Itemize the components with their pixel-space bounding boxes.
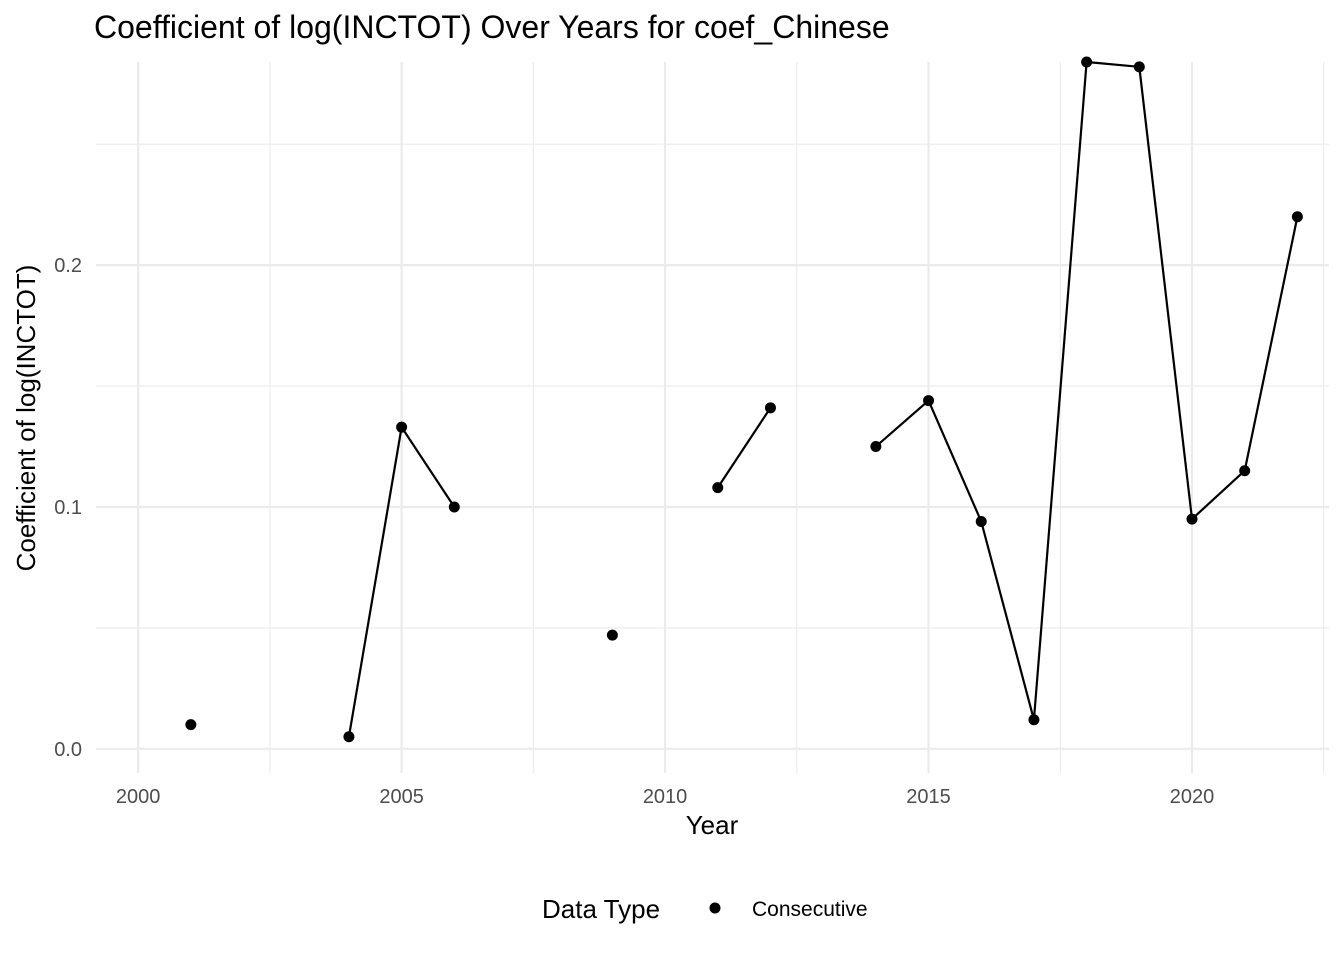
data-point (1081, 56, 1093, 68)
series-points (185, 56, 1303, 743)
legend-title: Data Type (542, 894, 660, 924)
grid (96, 62, 1329, 773)
y-tick-label: 0.1 (54, 497, 82, 519)
data-point (185, 719, 197, 731)
legend: Data Type Consecutive (542, 894, 868, 924)
data-point (712, 482, 724, 494)
x-tick-label: 2015 (906, 786, 951, 808)
data-point (975, 515, 987, 527)
series-lines (347, 60, 1299, 737)
y-tick-label: 0.2 (54, 255, 82, 277)
y-tick-labels: 0.0 0.1 0.2 (54, 255, 82, 761)
data-point (870, 441, 882, 453)
data-point (448, 501, 460, 513)
series-line-segment (716, 407, 772, 489)
data-point (1291, 211, 1303, 223)
legend-key-consecutive (709, 902, 721, 914)
x-tick-label: 2005 (379, 786, 424, 808)
data-point (1028, 714, 1040, 726)
data-point (1133, 61, 1145, 73)
x-tick-labels: 2000 2005 2010 2015 2020 (116, 786, 1214, 808)
data-point (1239, 465, 1251, 477)
data-point (606, 629, 618, 641)
series-line-segment (875, 60, 1299, 721)
x-axis-title: Year (686, 810, 739, 840)
x-tick-label: 2000 (116, 786, 161, 808)
data-point (764, 402, 776, 414)
x-tick-label: 2020 (1170, 786, 1215, 808)
y-tick-label: 0.0 (54, 739, 82, 761)
y-axis-title: Coefficient of log(INCTOT) (11, 265, 41, 572)
legend-label-consecutive: Consecutive (752, 898, 868, 921)
chart-title: Coefficient of log(INCTOT) Over Years fo… (94, 9, 890, 45)
x-tick-label: 2010 (643, 786, 688, 808)
data-point (1186, 513, 1198, 525)
data-point (923, 395, 935, 407)
data-point (396, 421, 408, 433)
data-point (343, 731, 355, 743)
